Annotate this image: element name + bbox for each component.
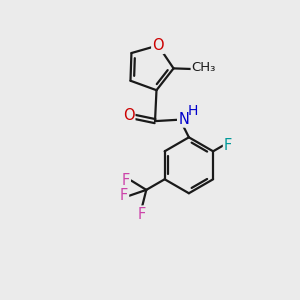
Text: O: O (123, 108, 134, 123)
Text: N: N (178, 112, 189, 127)
Text: F: F (224, 138, 232, 153)
Text: F: F (120, 188, 128, 203)
Text: O: O (152, 38, 164, 53)
Text: F: F (122, 173, 130, 188)
Text: F: F (138, 206, 146, 221)
Text: H: H (188, 104, 198, 118)
Text: CH₃: CH₃ (192, 61, 216, 74)
